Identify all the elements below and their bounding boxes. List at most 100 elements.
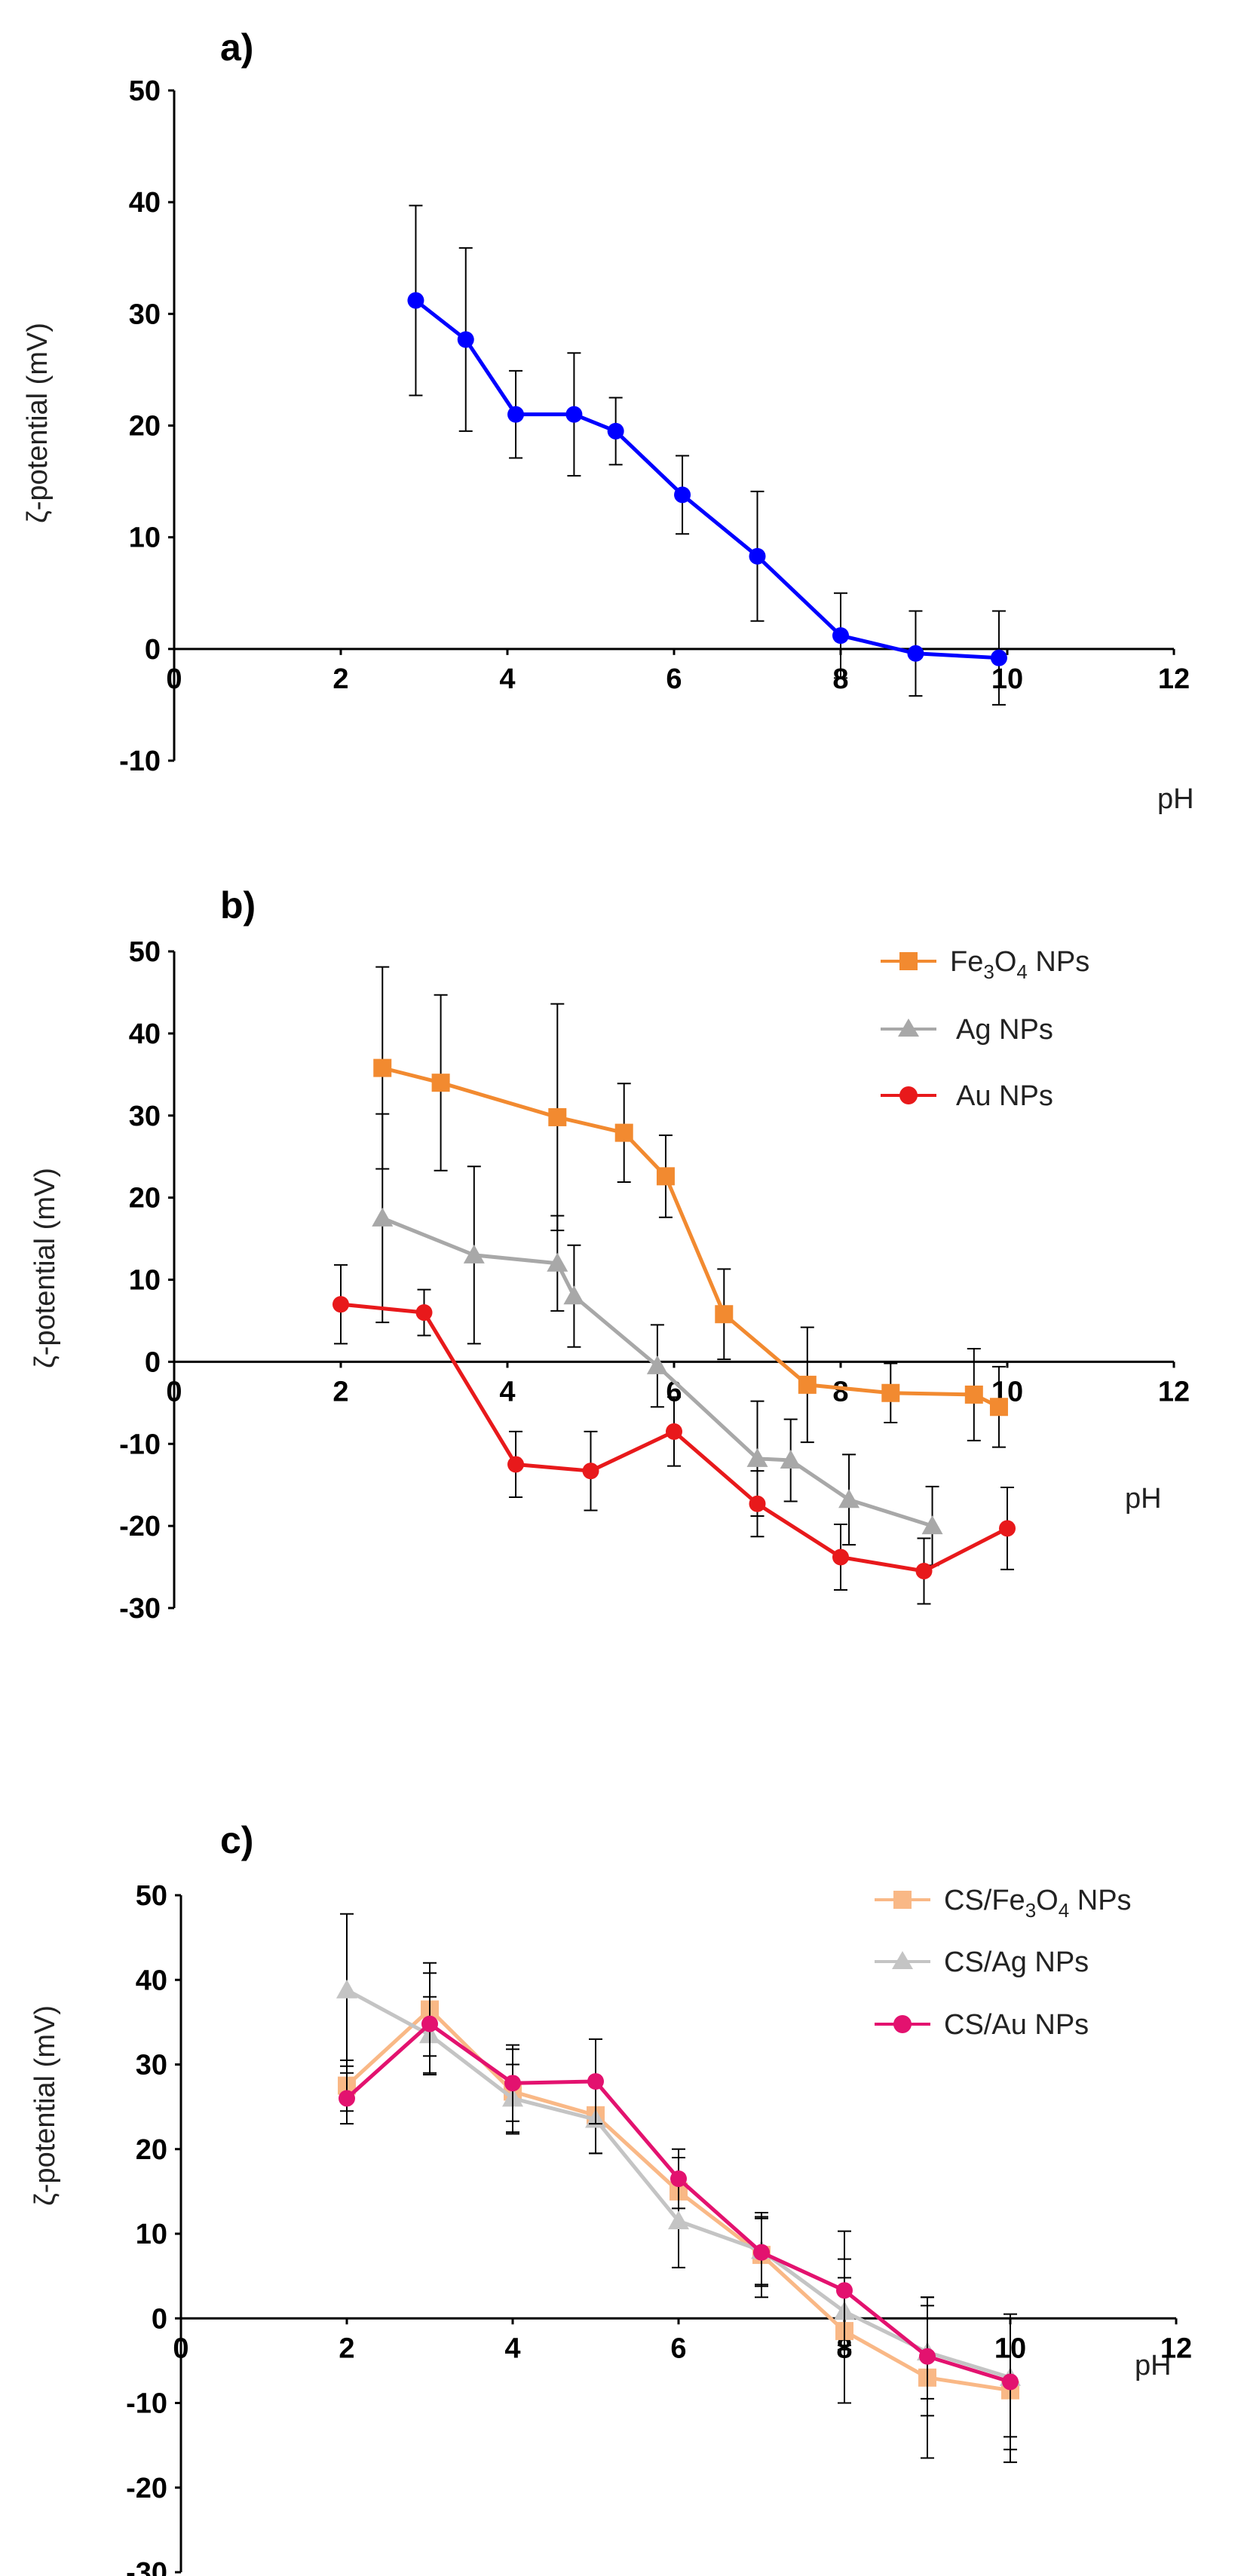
data-point <box>504 2075 521 2092</box>
data-point <box>372 1207 394 1227</box>
panel-b-y-tick-label: 40 <box>129 1018 161 1050</box>
data-point <box>407 292 424 309</box>
panel-b-x-axis-title: pH <box>1125 1483 1162 1515</box>
data-point <box>674 486 691 504</box>
data-point <box>832 1548 849 1566</box>
panel-c-x-tick-label: 4 <box>504 2332 520 2364</box>
data-point <box>373 1058 392 1077</box>
series-au-nps <box>332 1263 1016 1605</box>
data-point <box>666 1423 682 1440</box>
panel-c-label: c) <box>220 1819 253 1861</box>
legend-label-fe3o4: Fe3O4 NPs <box>950 946 1089 983</box>
data-point <box>614 1123 633 1142</box>
data-point <box>656 1167 675 1186</box>
panel-c-y-tick-label: 20 <box>136 2134 167 2166</box>
panel-b-x-tick-label: 12 <box>1158 1376 1190 1407</box>
panel-c-x-tick-label: 0 <box>173 2332 188 2364</box>
data-point <box>1002 2373 1019 2391</box>
data-point <box>463 1244 485 1263</box>
panel-b-x-tick-label: 2 <box>332 1376 348 1407</box>
legend-label-cs-fe3o4: CS/Fe3O4 NPs <box>944 1885 1132 1922</box>
panel-a-x-tick-label: 12 <box>1158 663 1190 695</box>
legend-marker-ag <box>898 1018 919 1037</box>
panel-a-y-tick-label: 10 <box>129 522 161 554</box>
panel-a-x-tick-label: 0 <box>166 663 182 695</box>
data-point <box>668 2210 689 2230</box>
data-point <box>582 1463 599 1480</box>
panel-b-label: b) <box>220 884 256 927</box>
panel-a-y-tick-label: -10 <box>119 746 161 777</box>
data-point <box>753 2244 770 2261</box>
legend-marker-au <box>899 1086 918 1104</box>
panel-c-x-axis-title: pH <box>1135 2350 1172 2381</box>
panel-c-y-tick-label: 30 <box>136 2050 167 2081</box>
panel-c-legend: CS/Fe3O4 NPs CS/Ag NPs CS/Au NPs <box>875 1885 1132 2041</box>
data-point <box>907 645 924 662</box>
legend-marker-cs-au <box>893 2015 912 2033</box>
data-point <box>607 422 624 440</box>
panel-a-y-tick-label: 0 <box>145 634 161 666</box>
panel-c: c) ζ-potential (mV) pH -30-20-1001020304… <box>29 1819 1192 2576</box>
data-point <box>507 1456 525 1473</box>
panel-a-x-tick-label: 6 <box>666 663 682 695</box>
data-point <box>587 2072 604 2090</box>
panel-b-x-tick-label: 8 <box>832 1376 848 1407</box>
panel-a-y-tick-label: 40 <box>129 187 161 219</box>
series-ag-nps <box>372 1113 943 1567</box>
data-point <box>881 1383 900 1402</box>
panel-a-axes: -10 0 10 20 30 40 50 0 2 4 6 8 10 12 <box>119 75 1190 777</box>
panel-a-x-tick-label: 8 <box>832 663 848 695</box>
panel-a-y-tick-label: 20 <box>129 411 161 443</box>
series-fe3o4-nps <box>373 966 1008 1448</box>
panel-b-y-tick-label: 30 <box>129 1101 161 1132</box>
series-series <box>407 204 1007 706</box>
panel-b-y-tick-label: 50 <box>129 936 161 968</box>
data-point <box>780 1450 801 1469</box>
data-point <box>415 1304 433 1322</box>
data-point <box>746 1447 768 1467</box>
panel-a-y-tick-label: 30 <box>129 299 161 330</box>
data-point <box>431 1074 450 1092</box>
data-point <box>832 627 849 645</box>
panel-c-y-tick-label: 50 <box>136 1880 167 1912</box>
legend-marker-fe3o4 <box>899 952 918 970</box>
panel-b-x-tick-label: 0 <box>166 1376 182 1407</box>
panel-b-y-tick-label: 0 <box>145 1346 161 1378</box>
data-point <box>336 1979 357 1999</box>
data-point <box>749 1495 766 1512</box>
legend-label-ag: Ag NPs <box>956 1014 1053 1046</box>
panel-a-y-axis-title: ζ-potential (mV) <box>22 323 54 523</box>
data-point <box>715 1305 734 1324</box>
panel-a-y-tick-label: 50 <box>129 75 161 107</box>
panel-c-y-axis-title: ζ-potential (mV) <box>29 2005 61 2206</box>
panel-b-series <box>332 966 1016 1605</box>
panel-b-y-tick-label: -10 <box>119 1429 161 1460</box>
data-point <box>836 2282 853 2299</box>
panel-b-x-tick-label: 4 <box>499 1376 515 1407</box>
panel-a-x-tick-label: 2 <box>332 663 348 695</box>
panel-c-y-tick-label: -20 <box>126 2473 167 2504</box>
panel-b-y-tick-label: -30 <box>119 1593 161 1625</box>
data-point <box>964 1385 983 1404</box>
legend-label-au: Au NPs <box>956 1080 1053 1112</box>
legend-label-cs-au: CS/Au NPs <box>944 2009 1089 2041</box>
series-cs-au-nps <box>339 1972 1019 2451</box>
data-point <box>507 406 525 423</box>
data-point <box>563 1285 585 1305</box>
data-point <box>919 2348 936 2365</box>
data-point <box>339 2090 355 2107</box>
series-line <box>381 1066 1000 1409</box>
panel-b-legend: Fe3O4 NPs Ag NPs Au NPs <box>881 946 1089 1112</box>
data-point <box>838 1489 860 1509</box>
legend-label-cs-ag: CS/Ag NPs <box>944 1947 1089 1978</box>
data-point <box>670 2170 687 2188</box>
data-point <box>749 547 766 565</box>
panel-b-y-tick-label: 10 <box>129 1265 161 1297</box>
panel-a-series <box>407 204 1007 706</box>
data-point <box>990 649 1007 666</box>
panel-b: b) ζ-potential (mV) pH -30-20-1001020304… <box>29 884 1190 1625</box>
data-point <box>921 1515 943 1535</box>
